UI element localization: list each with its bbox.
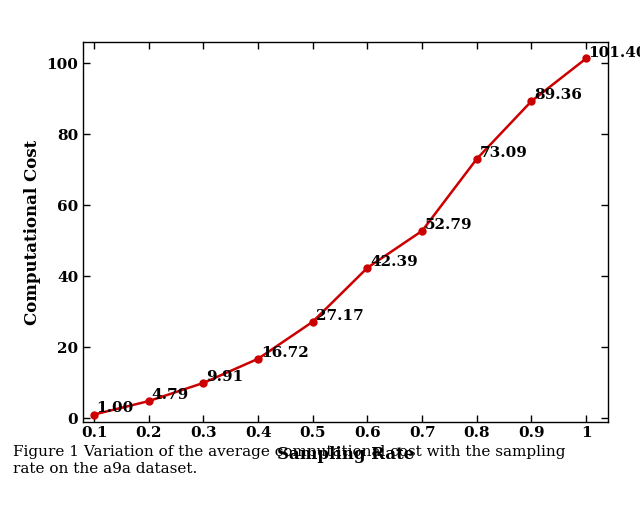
Text: 1.00: 1.00 xyxy=(96,401,134,415)
Text: 89.36: 89.36 xyxy=(534,89,582,102)
Text: 27.17: 27.17 xyxy=(316,309,364,323)
Text: 42.39: 42.39 xyxy=(370,255,418,269)
X-axis label: Sampling Rate: Sampling Rate xyxy=(277,446,414,463)
Text: 4.79: 4.79 xyxy=(152,388,189,402)
Text: Figure 1 Variation of the average computational cost with the sampling
rate on t: Figure 1 Variation of the average comput… xyxy=(13,445,565,475)
Text: 16.72: 16.72 xyxy=(261,346,308,360)
Text: 9.91: 9.91 xyxy=(206,370,243,384)
Text: 52.79: 52.79 xyxy=(425,218,472,232)
Text: 101.40: 101.40 xyxy=(588,46,640,60)
Text: 73.09: 73.09 xyxy=(479,146,527,160)
Y-axis label: Computational Cost: Computational Cost xyxy=(24,139,41,325)
